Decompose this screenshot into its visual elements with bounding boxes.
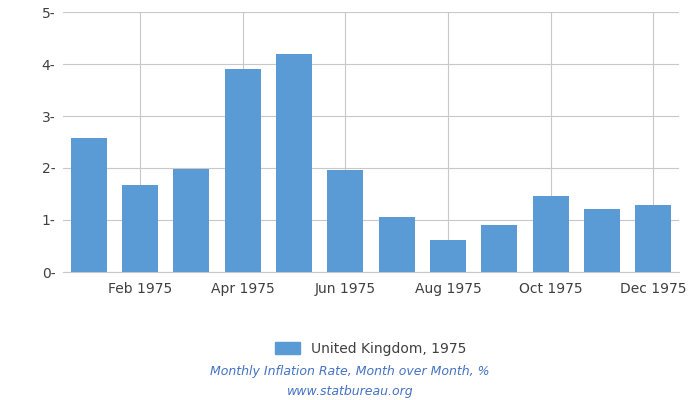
Bar bbox=[71, 138, 106, 272]
Bar bbox=[584, 209, 620, 272]
Bar bbox=[533, 196, 568, 272]
Bar bbox=[225, 69, 260, 272]
Bar bbox=[430, 240, 466, 272]
Legend: United Kingdom, 1975: United Kingdom, 1975 bbox=[270, 336, 472, 361]
Text: www.statbureau.org: www.statbureau.org bbox=[287, 386, 413, 398]
Bar bbox=[328, 170, 363, 272]
Text: Monthly Inflation Rate, Month over Month, %: Monthly Inflation Rate, Month over Month… bbox=[210, 366, 490, 378]
Bar bbox=[122, 185, 158, 272]
Bar bbox=[379, 217, 414, 272]
Bar bbox=[636, 206, 671, 272]
Bar bbox=[276, 54, 312, 272]
Bar bbox=[482, 225, 517, 272]
Bar bbox=[174, 169, 209, 272]
